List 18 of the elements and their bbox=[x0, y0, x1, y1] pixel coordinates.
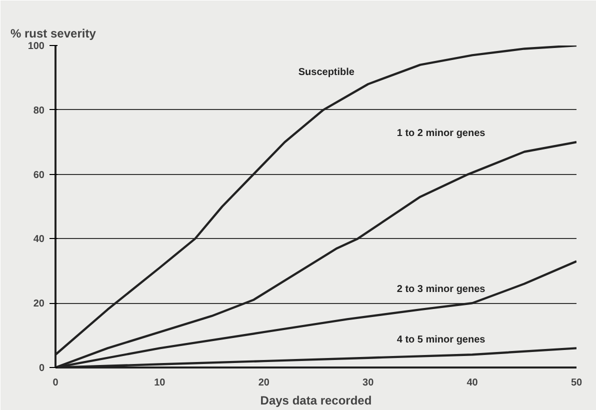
text: 1 to 2 minor genes bbox=[396, 128, 486, 140]
x-tick-label: 30 bbox=[362, 378, 374, 388]
series-label: 2 to 3 minor genes bbox=[396, 284, 486, 295]
y-tick-label: 0 bbox=[38, 363, 45, 374]
x-tick-label: 20 bbox=[258, 378, 270, 388]
y-tick-label: 20 bbox=[33, 298, 45, 310]
y-tick-label: 80 bbox=[33, 105, 45, 116]
y-axis-title: % rust severity bbox=[10, 26, 96, 40]
x-tick-label: 10 bbox=[154, 378, 166, 388]
series-label: 4 to 5 minor genes bbox=[396, 334, 486, 346]
x-axis-title: Days data recorded bbox=[260, 394, 372, 408]
y-tick-label: 40 bbox=[33, 234, 45, 246]
x-tick-label: 0 bbox=[52, 378, 59, 388]
x-tick-label: 40 bbox=[466, 378, 478, 388]
y-tick-label: 60 bbox=[33, 170, 45, 181]
x-tick-label: 50 bbox=[570, 378, 582, 388]
y-tick-label: 100 bbox=[28, 41, 45, 52]
series-label: Susceptible bbox=[298, 67, 355, 78]
